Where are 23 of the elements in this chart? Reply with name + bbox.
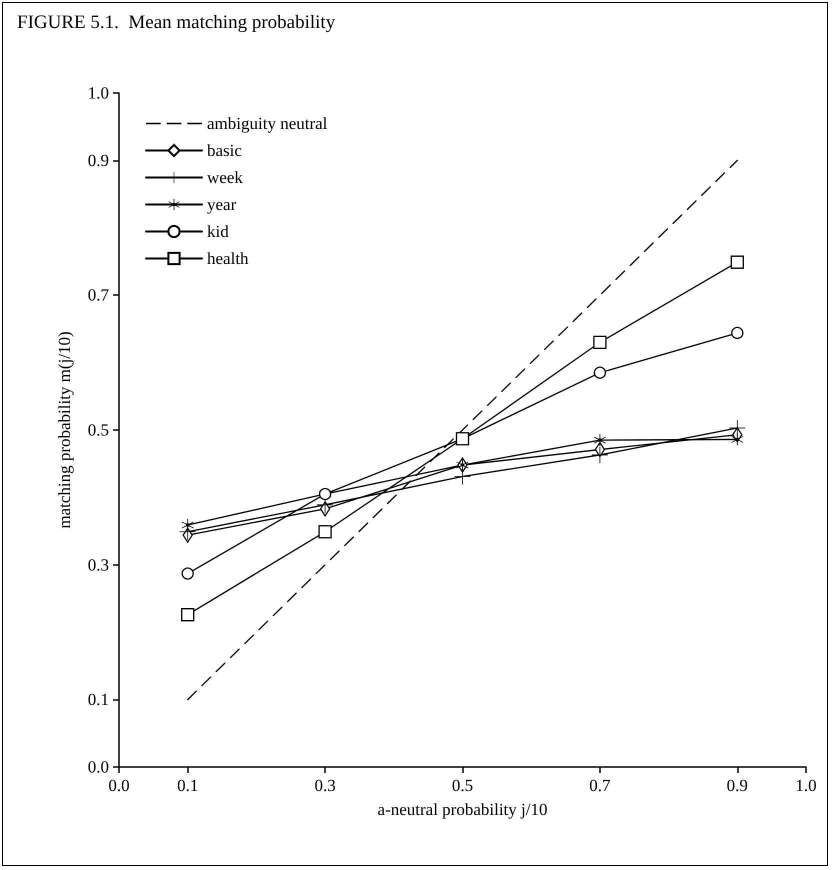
y-tick-label: 0.7 bbox=[88, 286, 110, 305]
legend-label: health bbox=[207, 249, 250, 268]
legend-label: week bbox=[207, 168, 244, 187]
x-axis-title: a-neutral probability j/10 bbox=[378, 800, 548, 819]
y-axis-title: matching probability m(j/10) bbox=[55, 331, 74, 529]
legend-label: year bbox=[207, 195, 237, 214]
chart-title: FIGURE 5.1. Mean matching probability bbox=[17, 12, 336, 33]
y-tick-label: 1.0 bbox=[88, 84, 109, 102]
legend-label: kid bbox=[207, 222, 230, 241]
x-tick-label: 0.5 bbox=[452, 776, 474, 795]
x-tick-label: 0.3 bbox=[314, 776, 336, 795]
x-tick-label: 0.9 bbox=[726, 776, 748, 795]
x-tick-label: 1.0 bbox=[795, 776, 817, 795]
y-tick-label: 0.9 bbox=[88, 150, 109, 170]
y-tick-label: 0.1 bbox=[88, 690, 109, 710]
y-tick-label: 0.5 bbox=[88, 420, 109, 440]
y-tick-label: 0.0 bbox=[88, 758, 109, 776]
legend-label: basic bbox=[207, 141, 242, 160]
x-tick-label: 0.1 bbox=[177, 776, 198, 795]
y-tick-label: 0.3 bbox=[88, 555, 109, 574]
x-tick-label: 0.7 bbox=[589, 776, 612, 795]
x-tick-label: 0.0 bbox=[108, 776, 130, 795]
legend-label: ambiguity neutral bbox=[207, 114, 328, 133]
